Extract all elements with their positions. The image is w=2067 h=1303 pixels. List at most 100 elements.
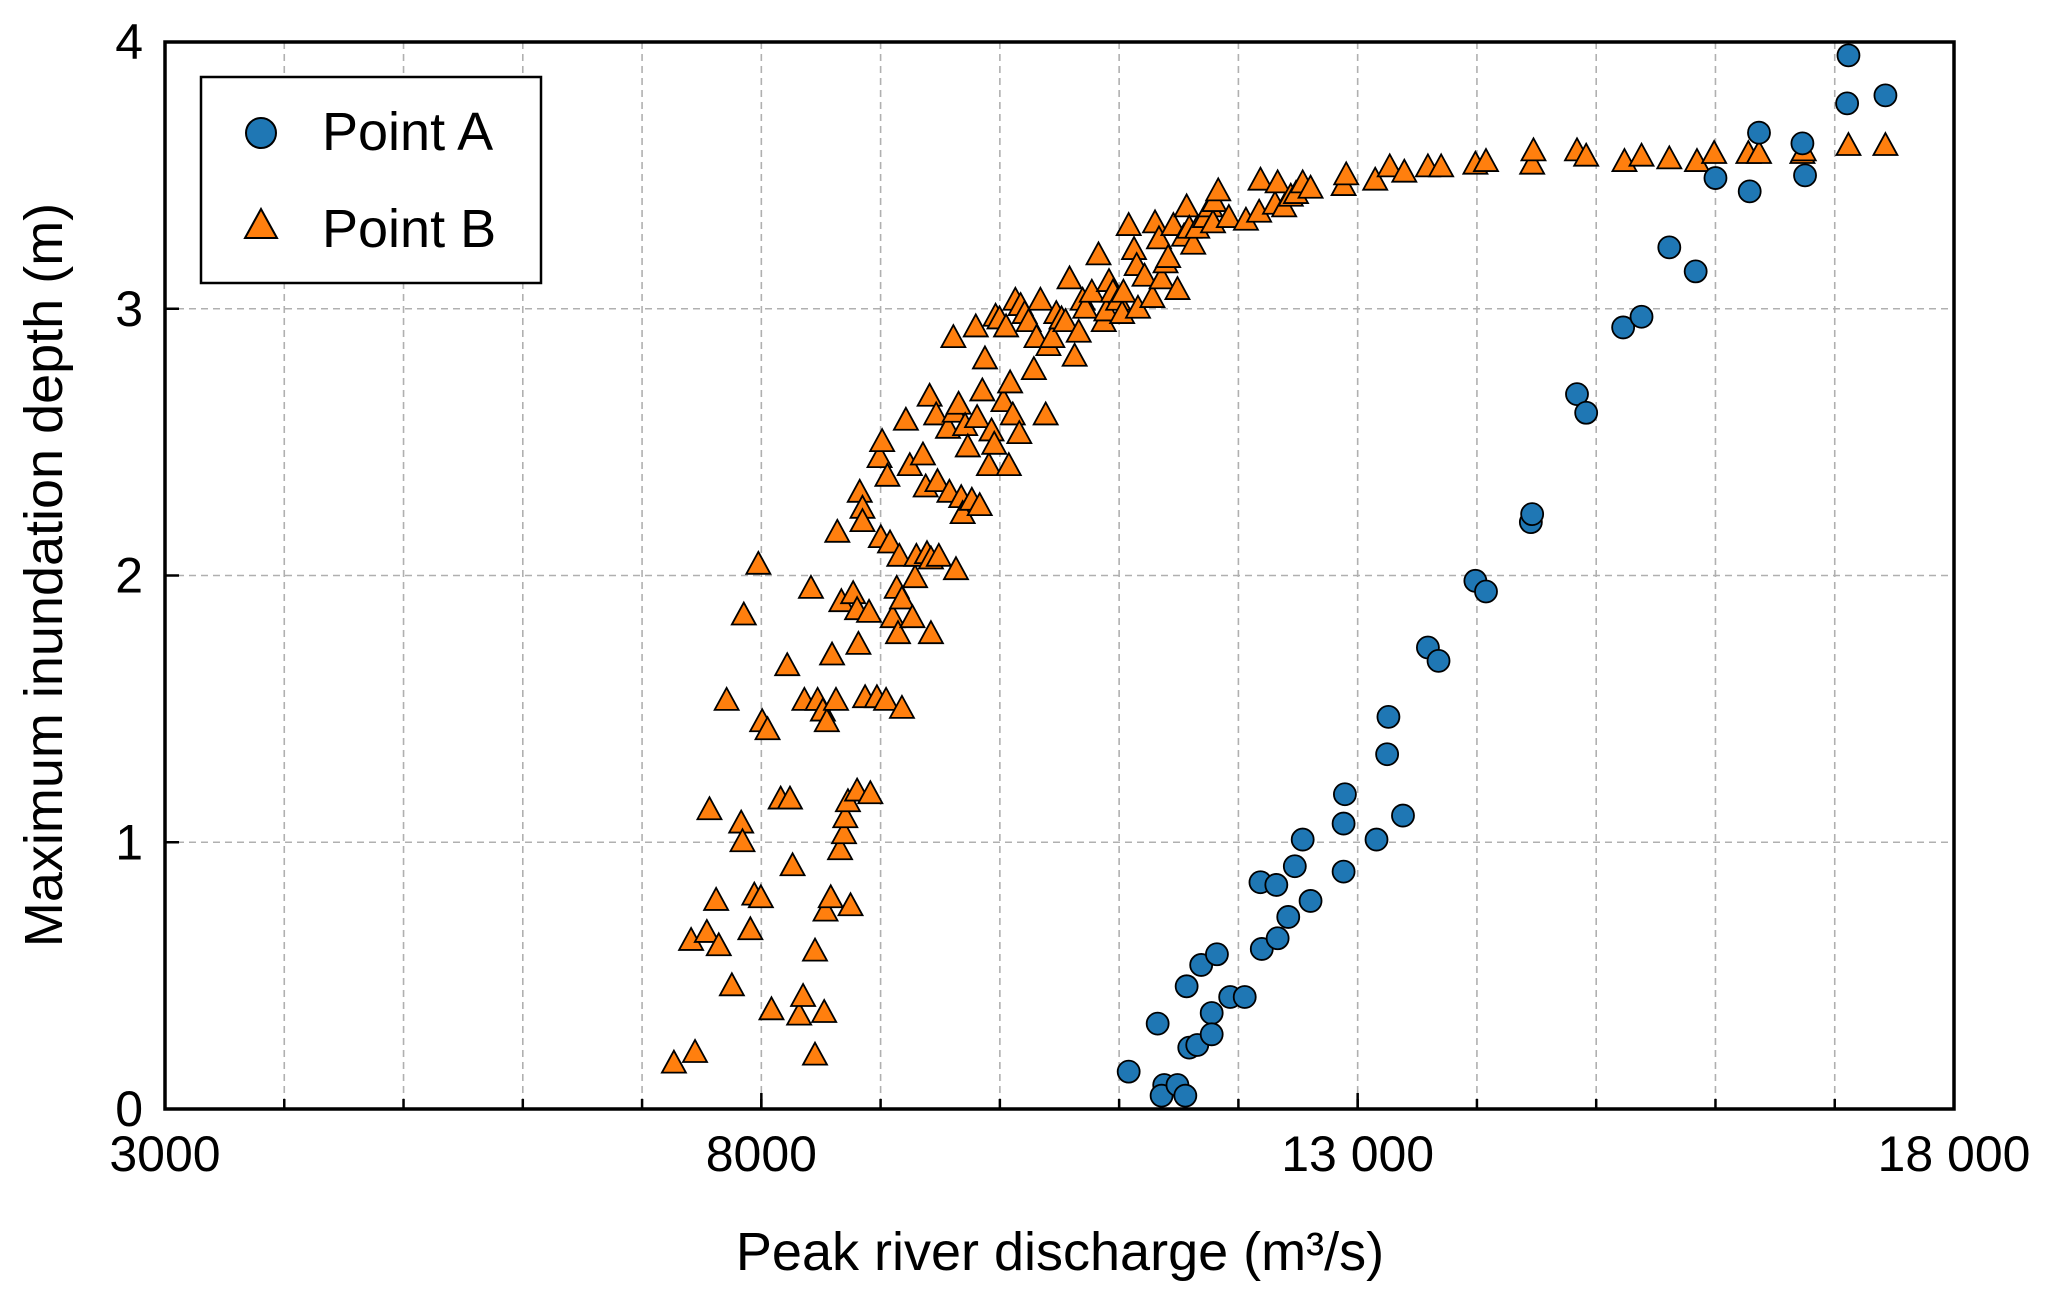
point-b-marker [1264,168,1292,194]
point-b-marker [695,795,723,821]
point-b-marker [730,600,758,626]
point-b-marker [954,432,982,458]
point-b-marker [826,835,854,861]
point-b-marker [1051,307,1079,332]
point-a-marker [1520,502,1545,527]
point-b-marker [1141,208,1169,234]
point-a-marker [1790,131,1815,156]
point-b-marker [999,400,1027,426]
point-b-marker [1376,152,1404,178]
point-b-marker [1015,307,1043,332]
point-b-marker [757,995,785,1021]
point-a-marker [1333,782,1357,807]
legend-frame [199,75,543,285]
point-b-marker [975,451,1003,477]
point-b-marker [866,443,894,469]
legend-marker-point-a [245,117,277,149]
y-tick-label: 1 [115,814,143,870]
point-b-marker [744,549,772,575]
point-b-marker [942,555,970,581]
point-b-marker [789,982,817,1007]
point-b-marker [876,528,904,554]
point-b-marker [1131,261,1159,287]
point-b-marker [1005,419,1033,445]
point-a-marker [1747,120,1771,145]
point-b-marker [811,896,840,922]
point-b-marker [1056,264,1084,290]
point-b-marker [1061,341,1089,367]
point-b-marker [801,1040,829,1066]
legend: Point A Point B [199,75,543,285]
point-b-marker [962,312,990,338]
point-b-marker [754,715,782,741]
point-b-marker [1159,211,1187,236]
point-b-marker [995,451,1023,477]
point-b-marker [1109,277,1137,303]
point-a-marker [1364,827,1389,852]
point-b-marker [945,389,973,415]
point-b-marker [1065,317,1093,343]
point-a-marker [1199,1022,1224,1047]
point-a-marker [1376,704,1401,729]
point-a-marker [1703,166,1728,190]
point-b-marker [1120,235,1148,260]
point-b-marker [1204,176,1232,202]
point-b-marker [1519,136,1547,162]
point-b-marker [660,1048,688,1074]
point-b-marker [705,931,733,957]
point-b-marker [1215,203,1243,228]
y-tick-label: 4 [115,14,143,70]
point-b-marker [963,403,991,429]
point-b-marker [713,685,741,711]
point-b-marker [1628,141,1656,167]
point-b-marker [681,1038,709,1063]
point-b-marker [801,936,829,962]
x-tick-label: 18 000 [1878,1126,2031,1182]
point-a-marker [1298,889,1323,913]
point-b-marker [727,808,755,834]
point-b-marker [922,400,950,426]
point-b-marker [1472,147,1500,172]
point-b-marker [1179,229,1207,255]
point-b-marker [1154,243,1182,268]
point-b-marker [855,597,883,623]
point-a-marker [1737,179,1762,204]
point-b-marker [718,971,746,997]
point-b-marker [939,323,967,348]
point-b-marker [873,461,901,487]
point-a-marker [1264,873,1289,897]
point-b-marker [872,685,900,711]
point-b-marker [693,918,721,943]
point-b-marker [846,477,874,503]
point-b-marker [966,491,994,517]
point-b-marker [888,584,916,610]
point-a-marker [1474,579,1498,604]
point-b-marker [884,619,912,645]
point-a-marker [1873,83,1898,108]
point-b-marker [1745,139,1773,164]
point-a-marker [1331,811,1356,836]
point-a-marker [1173,1083,1198,1108]
point-a-marker [1836,43,1861,68]
x-tick-label: 13 000 [1281,1126,1434,1182]
point-b-marker [728,827,757,853]
point-b-marker [992,312,1020,338]
point-b-marker [822,685,850,711]
point-b-marker [797,573,825,599]
data-points [660,43,1899,1108]
point-b-marker [823,517,851,543]
point-a-marker [1835,91,1860,116]
x-tick-label: 3000 [109,1126,220,1182]
point-a-marker [1331,859,1356,884]
point-a-marker [1565,382,1589,407]
point-b-marker [909,440,937,466]
point-a-marker [1290,827,1315,852]
point-b-marker [923,467,952,493]
point-b-marker [1173,192,1201,218]
legend-label-point-b: Point B [322,199,496,259]
point-b-marker [736,915,764,941]
point-b-marker [968,376,996,402]
point-b-marker [1361,165,1389,191]
point-b-marker [916,381,944,407]
